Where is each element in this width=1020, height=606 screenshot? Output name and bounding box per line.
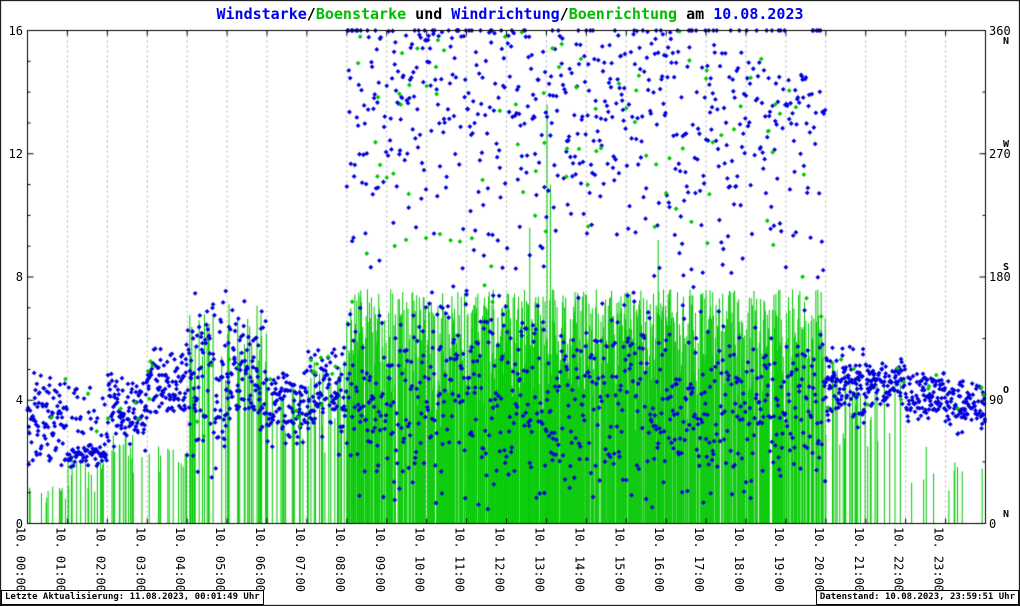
x-axis-tick-label: 10. 17:00 <box>692 527 707 593</box>
title-segment: und <box>406 5 452 23</box>
x-axis-tick-label: 10. 02:00 <box>93 527 108 593</box>
title-segment: / <box>306 5 316 23</box>
title-segment: Windstarke <box>216 5 307 23</box>
y2-axis-tick-label: 0 <box>989 516 997 531</box>
compass-label: O <box>1003 385 1010 397</box>
y-axis-tick-label: 0 <box>15 516 23 531</box>
x-axis-tick-label: 10. 08:00 <box>332 527 347 593</box>
compass-label: S <box>1003 262 1010 273</box>
y-axis-tick-label: 12 <box>8 146 23 161</box>
x-axis-tick-label: 10. 20:00 <box>811 527 826 593</box>
chart-title: Windstarke/Boenstarke und Windrichtung/B… <box>0 5 1020 23</box>
y2-axis-tick-label: 90 <box>989 393 1004 408</box>
y-axis-tick-label: 4 <box>15 393 23 408</box>
x-axis-tick-label: 10. 07:00 <box>292 527 307 593</box>
x-axis-tick-label: 10. 11:00 <box>452 527 467 593</box>
compass-label: N <box>1003 508 1010 520</box>
title-segment: Boenrichtung <box>568 5 678 23</box>
x-axis-tick-label: 10. 16:00 <box>652 527 667 593</box>
x-axis-tick-label: 10. 10:00 <box>412 527 427 593</box>
data-timestamp-label: Datenstand: 10.08.2023, 23:59:51 Uhr <box>815 590 1019 605</box>
title-segment: Boenstarke <box>315 5 407 23</box>
x-axis-tick-label: 10. 12:00 <box>492 527 507 593</box>
x-axis-tick-label: 10. 21:00 <box>851 527 866 593</box>
y2-axis-tick-label: 270 <box>989 146 1011 161</box>
title-segment: 10.08.2023 <box>713 5 804 23</box>
x-axis-tick-label: 10. 15:00 <box>612 527 627 593</box>
y2-axis-tick-label: 360 <box>989 23 1011 38</box>
x-axis-tick-label: 10. 00:00 <box>13 527 28 593</box>
x-axis-tick-label: 10. 19:00 <box>771 527 786 593</box>
compass-label: W <box>1003 138 1010 150</box>
title-segment: Windrichtung <box>451 5 560 23</box>
y-axis-tick-label: 16 <box>8 23 23 38</box>
x-axis-tick-label: 10. 18:00 <box>732 527 746 593</box>
x-axis-tick-label: 10. 04:00 <box>173 527 188 593</box>
x-axis-tick-label: 10. 03:00 <box>133 527 148 593</box>
last-update-label: Letzte Aktualisierung: 11.08.2023, 00:01… <box>1 590 264 605</box>
x-axis-tick-label: 10. 23:00 <box>931 527 946 593</box>
x-axis-tick-label: 10. 22:00 <box>891 527 906 593</box>
y-axis-tick-label: 8 <box>15 270 23 284</box>
x-axis-tick-label: 10. 13:00 <box>532 527 547 593</box>
x-axis-tick-label: 10. 05:00 <box>213 527 228 593</box>
compass-label: N <box>1003 35 1010 47</box>
title-segment: / <box>559 5 569 23</box>
x-axis-tick-label: 10. 06:00 <box>253 527 267 593</box>
x-axis-tick-label: 10. 14:00 <box>572 527 587 593</box>
title-segment: am <box>677 5 714 23</box>
x-axis-tick-label: 10. 09:00 <box>372 527 387 593</box>
x-axis-tick-label: 10. 01:00 <box>53 527 68 593</box>
y2-axis-tick-label: 180 <box>989 270 1011 284</box>
